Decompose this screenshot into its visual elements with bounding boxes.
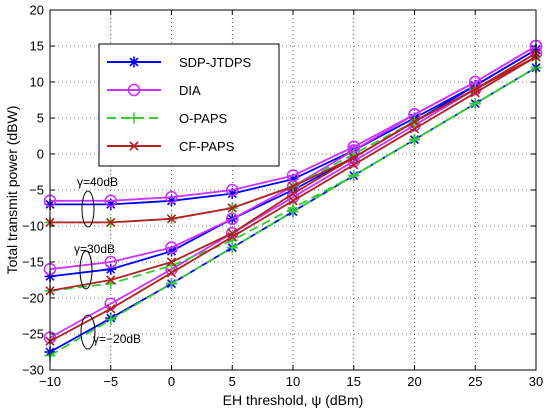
tick-labels: −10 −5 0 5 10 15 20 25 30 −30 −25 −20 −15 −10 −5 0 5 10 15… bbox=[22, 3, 543, 390]
x-tick-label: 25 bbox=[468, 374, 482, 389]
x-tick-label: −10 bbox=[39, 374, 61, 389]
y-tick-label: 5 bbox=[37, 111, 44, 126]
series-line bbox=[49, 52, 537, 339]
x-tick-label: 10 bbox=[286, 374, 300, 389]
annotation-label: γ=40dB bbox=[77, 175, 118, 189]
plus-marker bbox=[287, 206, 299, 218]
plus-marker bbox=[409, 134, 420, 146]
y-tick-label: −15 bbox=[22, 255, 44, 270]
y-tick-label: −20 bbox=[22, 291, 44, 306]
cross-marker bbox=[409, 116, 420, 127]
x-tick-label: 5 bbox=[229, 374, 236, 389]
plus-marker bbox=[128, 112, 140, 124]
cross-marker bbox=[288, 188, 298, 199]
annotation-label: γ=−20dB bbox=[93, 332, 141, 346]
annotation-label: γ=30dB bbox=[74, 242, 115, 256]
annotations: γ=40dB γ=30dB γ=−20dB bbox=[74, 175, 141, 350]
cross-marker bbox=[166, 268, 177, 278]
plus-marker bbox=[348, 170, 360, 182]
legend-label: CF-PAPS bbox=[179, 139, 235, 154]
y-tick-label: −10 bbox=[22, 219, 44, 234]
legend-label: DIA bbox=[179, 83, 201, 98]
legend-entry: CF-PAPS bbox=[107, 139, 235, 154]
y-tick-label: −25 bbox=[22, 327, 44, 342]
cross-marker bbox=[409, 124, 420, 134]
plus-marker bbox=[226, 242, 238, 254]
circle-marker bbox=[165, 190, 178, 204]
x-tick-label: 15 bbox=[347, 374, 361, 389]
cross-marker bbox=[129, 141, 139, 151]
cross-marker bbox=[106, 217, 116, 228]
circle-marker bbox=[165, 241, 178, 254]
plus-marker bbox=[469, 98, 481, 110]
cross-marker bbox=[470, 88, 480, 98]
data-curves bbox=[43, 39, 543, 362]
y-axis-label: Total transmit power (dBW) bbox=[4, 106, 20, 275]
cross-marker bbox=[288, 181, 298, 192]
circle-marker bbox=[104, 194, 118, 208]
legend-entry: DIA bbox=[107, 83, 201, 98]
cross-marker bbox=[288, 196, 298, 206]
x-tick-label: 20 bbox=[407, 374, 421, 389]
annotation-ellipse bbox=[80, 314, 96, 350]
legend-label: SDP-JTDPS bbox=[179, 55, 252, 70]
legend-entry: SDP-JTDPS bbox=[107, 55, 252, 70]
cross-marker bbox=[166, 257, 177, 267]
x-axis-label: EH threshold, ψ (dBm) bbox=[223, 392, 364, 408]
circle-marker bbox=[225, 183, 239, 197]
x-tick-label: 30 bbox=[529, 374, 543, 389]
axes bbox=[49, 9, 537, 371]
cross-marker bbox=[106, 275, 116, 285]
circle-marker bbox=[127, 83, 141, 97]
y-tick-label: −5 bbox=[29, 183, 44, 198]
plus-marker bbox=[105, 314, 117, 326]
x-tick-label: 0 bbox=[168, 374, 175, 389]
circle-marker bbox=[104, 255, 118, 269]
y-tick-label: 0 bbox=[37, 147, 44, 162]
x-tick-label: −5 bbox=[103, 374, 118, 389]
cross-marker bbox=[349, 160, 359, 170]
y-tick-label: 15 bbox=[30, 39, 44, 54]
asterisk-marker bbox=[128, 56, 140, 68]
cross-marker bbox=[106, 304, 116, 314]
legend-entry: O-PAPS bbox=[107, 111, 227, 126]
cross-marker bbox=[227, 203, 237, 213]
y-tick-label: 20 bbox=[30, 3, 44, 18]
y-tick-label: 10 bbox=[30, 75, 44, 90]
y-tick-label: −30 bbox=[22, 363, 44, 378]
annotation-ellipse bbox=[81, 190, 95, 228]
legend: SDP-JTDPS DIA O-PAPS CF-PAPS bbox=[98, 43, 280, 167]
cross-marker bbox=[349, 152, 359, 163]
plus-marker bbox=[166, 278, 177, 290]
series-cf-paps bbox=[45, 48, 541, 346]
cross-marker bbox=[227, 232, 237, 242]
legend-label: O-PAPS bbox=[179, 111, 227, 126]
cross-marker bbox=[166, 214, 177, 224]
annotation-ellipse bbox=[79, 250, 93, 290]
